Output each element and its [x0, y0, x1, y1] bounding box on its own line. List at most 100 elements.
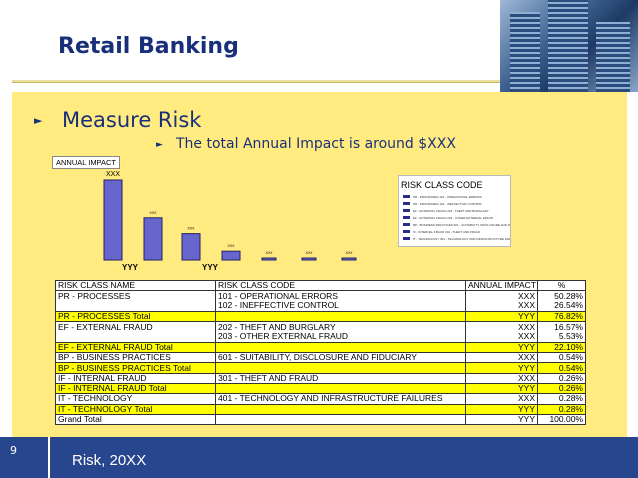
bar-102: [143, 217, 163, 261]
legend-swatch: [403, 202, 410, 205]
cell-annual-impact: XXX: [465, 352, 538, 363]
bar-data-label: XXX: [149, 211, 157, 215]
cell-annual-impact: YYY: [465, 413, 538, 426]
bar-data-label: XXX: [345, 251, 353, 255]
annual-impact-chart: XXX XXX XXX XXX XXX XXX XXX YYY YYY: [103, 171, 357, 272]
legend-title: RISK CLASS CODE: [401, 180, 483, 190]
table-row: IF - INTERNAL FRAUD Total YYY 0.26%: [55, 382, 586, 395]
cell-annual-impact: XXX: [465, 321, 538, 332]
legend-label: EF - EXTERNAL FRAUD 202 - THEFT AND BURG…: [413, 208, 489, 213]
legend-item: EF - EXTERNAL FRAUD 202 - THEFT AND BURG…: [399, 207, 510, 214]
cell-risk-class-name: Grand Total: [55, 413, 216, 426]
cell-percent: 26.54%: [537, 301, 586, 312]
cell-risk-class-code: 202 - THEFT AND BURGLARY: [215, 321, 466, 332]
cell-percent: 0.26%: [537, 382, 586, 395]
cell-risk-class-code: [215, 341, 466, 354]
cell-annual-impact: XXX: [465, 301, 538, 312]
building-photo: [500, 0, 638, 92]
header-risk-class-code: RISK CLASS CODE: [215, 279, 466, 292]
cell-risk-class-name: EF - EXTERNAL FRAUD Total: [55, 341, 216, 354]
table-row: PR - PROCESSES Total YYY 76.82%: [55, 310, 586, 323]
legend-label: IT - TECHNOLOGY 401 - TECHNOLOGY AND INF…: [413, 236, 510, 241]
cell-risk-class-code: 102 - INEFFECTIVE CONTROL: [215, 301, 466, 312]
table-row: IF - INTERNAL FRAUD 301 - THEFT AND FRAUD…: [55, 373, 586, 384]
cell-percent: 16.57%: [537, 321, 586, 332]
bar-301: [301, 257, 317, 261]
bar-203: [221, 250, 241, 261]
group-label: YYY: [122, 263, 139, 272]
cell-annual-impact: YYY: [465, 362, 538, 374]
cell-risk-class-name: EF - EXTERNAL FRAUD: [55, 321, 216, 332]
title-divider-shadow: [12, 82, 500, 83]
cell-risk-class-name: IT - TECHNOLOGY: [55, 393, 216, 405]
legend-item: IT - TECHNOLOGY 401 - TECHNOLOGY AND INF…: [399, 235, 510, 242]
bullet-arrow-icon: ►: [34, 114, 43, 127]
cell-annual-impact: YYY: [465, 382, 538, 395]
bar-data-label: XXX: [187, 227, 195, 231]
cell-risk-class-name: IT - TECHNOLOGY Total: [55, 403, 216, 415]
cell-risk-class-code: [215, 413, 466, 426]
table-row: 102 - INEFFECTIVE CONTROL XXX 26.54%: [55, 301, 586, 312]
cell-risk-class-name: [55, 301, 216, 312]
table-row: 203 - OTHER EXTERNAL FRAUD XXX 5.53%: [55, 331, 586, 343]
cell-risk-class-name: BP - BUSINESS PRACTICES Total: [55, 362, 216, 374]
legend-swatch: [403, 223, 410, 226]
legend-swatch: [403, 237, 410, 240]
bar-601: [261, 257, 277, 261]
cell-risk-class-code: 101 - OPERATIONAL ERRORS: [215, 290, 466, 302]
cell-percent: 0.54%: [537, 352, 586, 363]
legend-item: BP - BUSINESS PRACTICES 601 - SUITABILIT…: [399, 221, 510, 228]
cell-percent: 100.00%: [537, 413, 586, 426]
header-annual-impact: ANNUAL IMPACT: [465, 279, 538, 292]
cell-risk-class-code: 601 - SUITABILITY, DISCLOSURE AND FIDUCI…: [215, 352, 466, 363]
legend-label: PR - PROCESSES 102 - INEFFECTIVE CONTROL: [413, 201, 483, 206]
footer-page-box: [0, 437, 48, 478]
legend-item: PR - PROCESSES 101 - OPERATIONAL ERRORS: [399, 193, 510, 200]
cell-risk-class-code: 401 - TECHNOLOGY AND INFRASTRUCTURE FAIL…: [215, 393, 466, 405]
cell-risk-class-name: BP - BUSINESS PRACTICES: [55, 352, 216, 363]
cell-annual-impact: YYY: [465, 403, 538, 415]
header-risk-class-name: RISK CLASS NAME: [55, 279, 216, 292]
legend-item: EF - EXTERNAL FRAUD 203 - OTHER EXTERNAL…: [399, 214, 510, 221]
cell-percent: 0.28%: [537, 393, 586, 405]
cell-annual-impact: YYY: [465, 310, 538, 323]
bar-202: [181, 233, 201, 261]
header-percent: %: [537, 279, 586, 292]
page-number: 9: [10, 444, 17, 457]
legend-swatch: [403, 216, 410, 219]
cell-percent: 76.82%: [537, 310, 586, 323]
cell-risk-class-code: [215, 382, 466, 395]
table-row: BP - BUSINESS PRACTICES Total YYY 0.54%: [55, 362, 586, 374]
bar-101: [103, 179, 123, 261]
cell-risk-class-name: IF - INTERNAL FRAUD: [55, 373, 216, 384]
risk-table: RISK CLASS NAME RISK CLASS CODE ANNUAL I…: [55, 279, 586, 426]
bar-data-label: XXX: [265, 251, 273, 255]
bar-data-label: XXX: [106, 171, 120, 178]
legend-swatch: [403, 230, 410, 233]
bar-data-label: XXX: [227, 244, 235, 248]
legend-swatch: [403, 195, 410, 198]
cell-percent: 5.53%: [537, 331, 586, 343]
chart-legend: RISK CLASS CODE PR - PROCESSES 101 - OPE…: [398, 175, 511, 247]
sub-bullet-arrow-icon: ►: [156, 140, 163, 150]
chart-title: ANNUAL IMPACT: [52, 156, 121, 169]
slide-title: Retail Banking: [58, 34, 239, 59]
legend-label: IF - INTERNAL FRAUD 301 - THEFT AND FRAU…: [413, 229, 481, 234]
cell-annual-impact: YYY: [465, 341, 538, 354]
table-row: IT - TECHNOLOGY Total YYY 0.28%: [55, 403, 586, 415]
cell-annual-impact: XXX: [465, 393, 538, 405]
cell-risk-class-code: 203 - OTHER EXTERNAL FRAUD: [215, 331, 466, 343]
bar-data-label: XXX: [305, 251, 313, 255]
title-divider: [12, 80, 500, 82]
cell-percent: 50.28%: [537, 290, 586, 302]
cell-risk-class-code: [215, 310, 466, 323]
cell-risk-class-code: 301 - THEFT AND FRAUD: [215, 373, 466, 384]
table-row: IT - TECHNOLOGY 401 - TECHNOLOGY AND INFR…: [55, 393, 586, 405]
footer-text: Risk, 20XX: [72, 452, 147, 469]
bar-401: [341, 257, 357, 261]
cell-annual-impact: XXX: [465, 331, 538, 343]
cell-risk-class-code: [215, 403, 466, 415]
bullet-measure-risk: Measure Risk: [62, 108, 202, 132]
cell-percent: 22.10%: [537, 341, 586, 354]
cell-risk-class-name: [55, 331, 216, 343]
